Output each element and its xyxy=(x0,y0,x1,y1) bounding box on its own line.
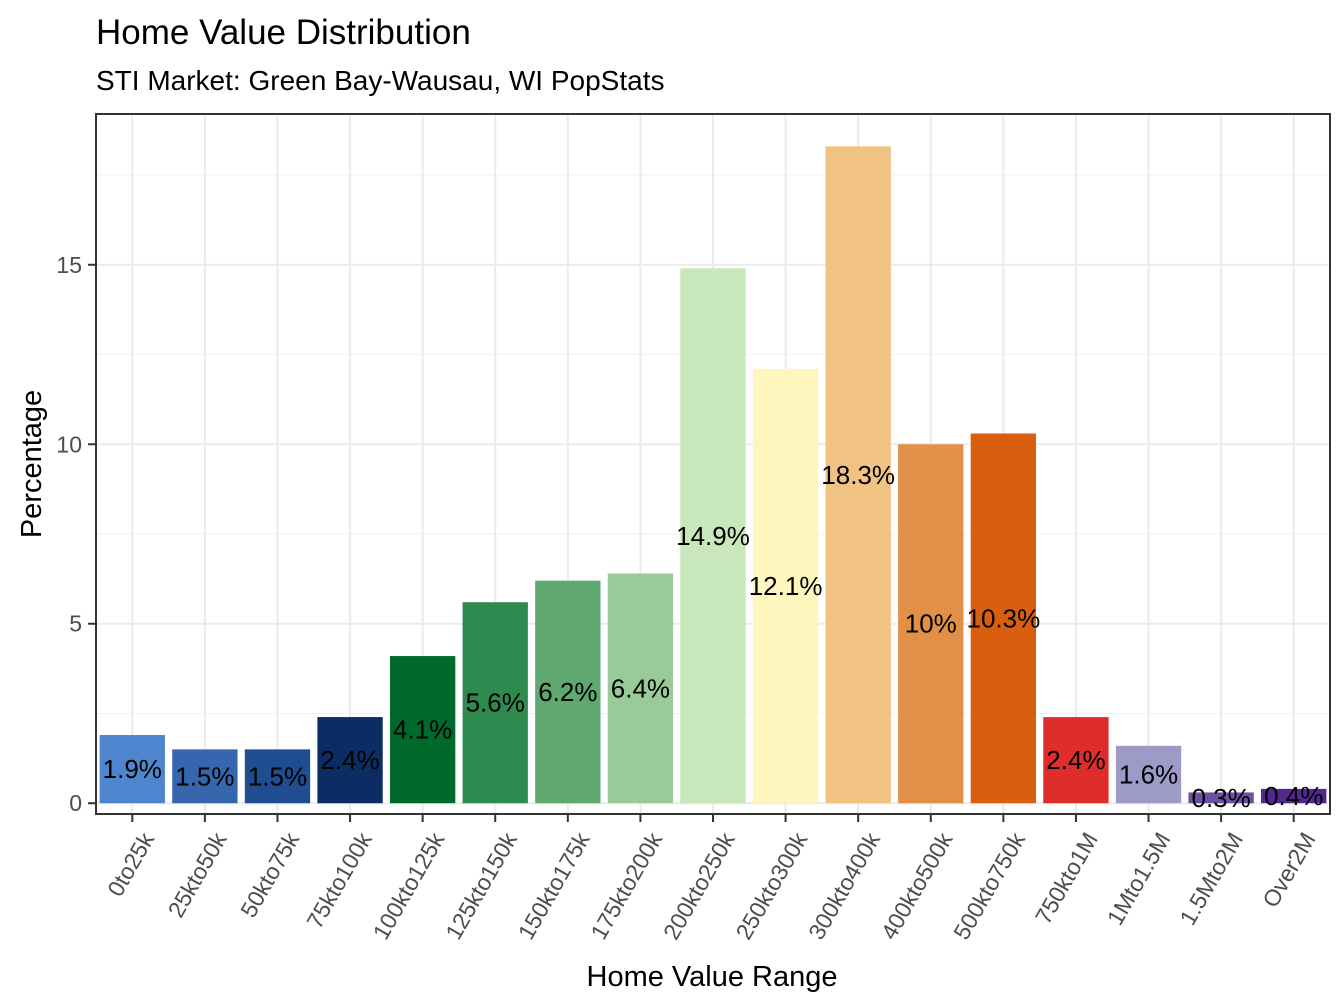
data-label-50kto75k: 1.5% xyxy=(248,761,307,791)
bar-Over2M xyxy=(1261,788,1327,804)
bar-500kto750k xyxy=(970,433,1037,804)
bar-50kto75k xyxy=(244,749,311,804)
y-axis-title: Percentage xyxy=(16,390,48,538)
data-label-75kto100k: 2.4% xyxy=(320,745,379,775)
y-axis: 0 5 10 15 xyxy=(56,252,96,816)
bar-75kto100k xyxy=(317,717,383,804)
bar-0to25k xyxy=(99,735,165,804)
y-tick-label: 10 xyxy=(56,431,82,457)
data-label-0to25k: 1.9% xyxy=(103,754,162,784)
bar-400kto500k xyxy=(898,444,964,804)
y-tick-label: 0 xyxy=(69,790,82,816)
x-tick-label-0to25k: 0to25k xyxy=(102,827,159,900)
bar-150kto175k xyxy=(535,580,601,804)
bar-200kto250k xyxy=(680,268,746,804)
bar-175kto200k xyxy=(607,573,674,804)
x-tick-label-1.5Mto2M: 1.5Mto2M xyxy=(1174,828,1248,930)
x-tick-label-1Mto1.5M: 1Mto1.5M xyxy=(1102,828,1176,930)
chart-title: Home Value Distribution xyxy=(96,13,471,52)
x-tick-label-175kto200k: 175kto200k xyxy=(585,827,667,943)
bar-750kto1M xyxy=(1043,717,1109,804)
data-label-750kto1M: 2.4% xyxy=(1046,745,1105,775)
bar-125kto150k xyxy=(462,602,528,804)
data-label-400kto500k: 10% xyxy=(905,609,957,639)
data-label-125kto150k: 5.6% xyxy=(466,688,525,718)
data-label-200kto250k: 14.9% xyxy=(676,521,750,551)
data-label-150kto175k: 6.2% xyxy=(538,677,597,707)
data-label-175kto200k: 6.4% xyxy=(611,673,670,703)
x-tick-label-300kto400k: 300kto400k xyxy=(803,827,885,943)
x-tick-label-500kto750k: 500kto750k xyxy=(948,827,1030,943)
data-label-250kto300k: 12.1% xyxy=(749,571,823,601)
bar-300kto400k xyxy=(825,146,891,804)
x-tick-label-Over2M: Over2M xyxy=(1257,828,1320,912)
y-tick-label: 5 xyxy=(69,611,82,637)
bar-1Mto1.5M xyxy=(1115,745,1182,804)
data-label-Over2M: 0.4% xyxy=(1264,781,1323,811)
chart-subtitle: STI Market: Green Bay-Wausau, WI PopStat… xyxy=(96,65,665,96)
x-tick-label-250kto300k: 250kto300k xyxy=(730,827,812,943)
data-labels: 1.9% 1.5% 1.5% 2.4% 4.1% 5.6% 6.2% 6.4% 14.9% 12.… xyxy=(103,460,1324,813)
bar-250kto300k xyxy=(752,368,819,804)
bar-25kto50k xyxy=(172,749,238,804)
bar-1.5Mto2M xyxy=(1188,792,1254,804)
data-label-500kto750k: 10.3% xyxy=(966,603,1040,633)
x-tick-label-125kto150k: 125kto150k xyxy=(440,827,522,943)
data-label-100kto125k: 4.1% xyxy=(393,715,452,745)
x-tick-label-50kto75k: 50kto75k xyxy=(235,827,304,921)
bar-100kto125k xyxy=(389,656,456,804)
x-axis: 0to25k 25kto50k 50kto75k75kto100k100kto125… xyxy=(102,814,1321,944)
x-tick-label-75kto100k: 75kto100k xyxy=(301,827,377,932)
data-label-300kto400k: 18.3% xyxy=(821,460,895,490)
x-tick-label-25kto50k: 25kto50k xyxy=(163,827,232,921)
data-label-1Mto1.5M: 1.6% xyxy=(1119,760,1178,790)
x-tick-label-200kto250k: 200kto250k xyxy=(658,827,740,943)
x-tick-label-400kto500k: 400kto500k xyxy=(876,827,958,943)
data-label-25kto50k: 1.5% xyxy=(175,761,234,791)
y-tick-label: 15 xyxy=(56,252,82,278)
data-label-1.5Mto2M: 0.3% xyxy=(1191,783,1250,813)
x-tick-label-100kto125k: 100kto125k xyxy=(368,827,450,943)
x-tick-label-150kto175k: 150kto175k xyxy=(513,827,595,943)
x-axis-title: Home Value Range xyxy=(587,961,838,993)
bars xyxy=(99,146,1327,804)
x-tick-label-750kto1M: 750kto1M xyxy=(1030,828,1103,928)
